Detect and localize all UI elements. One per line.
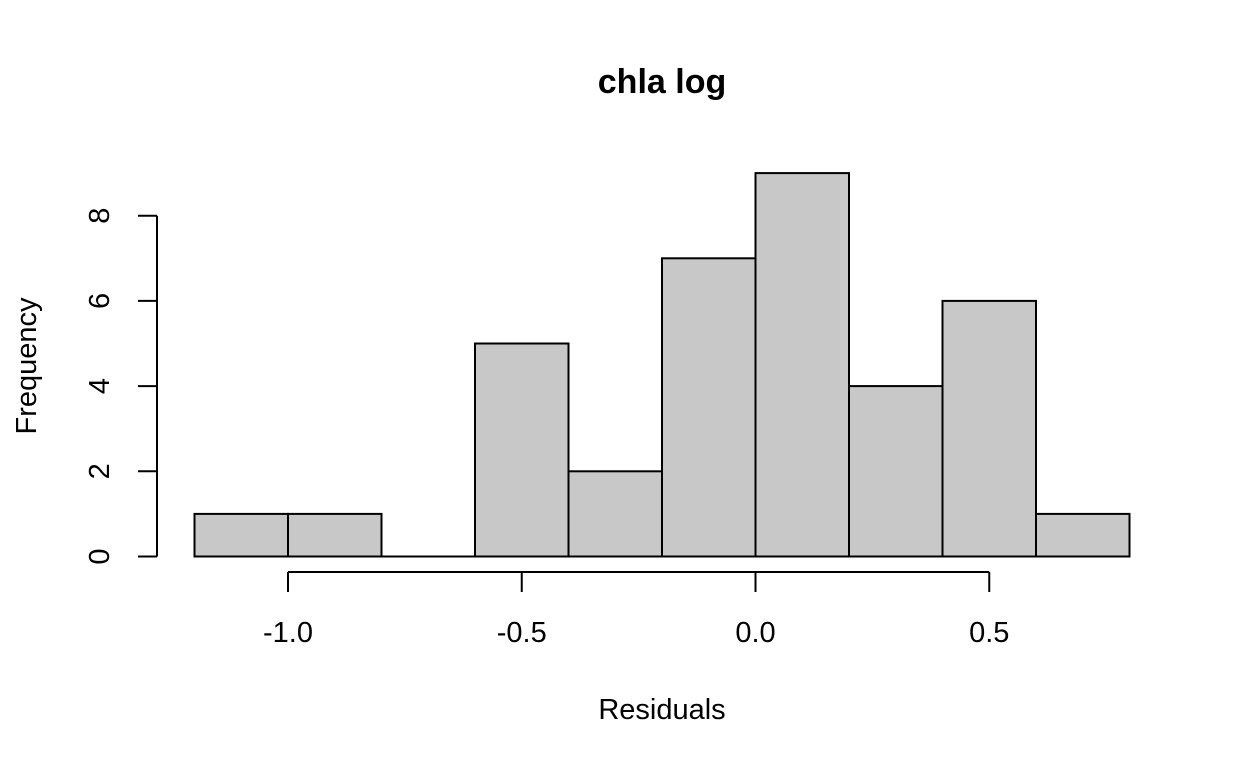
histogram-bar-5: [661, 257, 757, 558]
y-axis-ticks: 0 2 4 6 8: [84, 208, 157, 565]
histogram-bar-1: [287, 512, 383, 558]
histogram-bar-0: [193, 512, 289, 558]
histogram-bar-3: [474, 342, 570, 558]
histogram-bar-4: [567, 470, 663, 558]
y-axis-label: Frequency: [11, 297, 43, 435]
histogram-bar-9: [1035, 512, 1131, 558]
x-axis: -1.0 -0.5 0.0 0.5: [263, 571, 1009, 649]
histogram-bar-6: [754, 172, 850, 558]
x-tick-label-0: -1.0: [263, 617, 313, 649]
x-tick-label-3: 0.5: [969, 617, 1009, 649]
y-tick-label-1: 2: [84, 463, 116, 479]
histogram-bar-8: [941, 299, 1037, 558]
chart-title: chla log: [598, 63, 726, 101]
x-tick-label-2: 0.0: [735, 617, 775, 649]
histogram-bar-7: [848, 385, 944, 558]
y-tick-label-0: 0: [84, 548, 116, 564]
x-axis-ticks: -1.0 -0.5 0.0 0.5: [263, 572, 1009, 649]
histogram-bars: [193, 172, 1131, 558]
y-tick-label-2: 4: [84, 378, 116, 394]
x-tick-label-1: -0.5: [497, 617, 547, 649]
x-axis-label: Residuals: [598, 694, 725, 726]
y-tick-label-3: 6: [84, 293, 116, 309]
y-axis: 0 2 4 6 8: [84, 208, 158, 565]
y-tick-label-4: 8: [84, 208, 116, 224]
